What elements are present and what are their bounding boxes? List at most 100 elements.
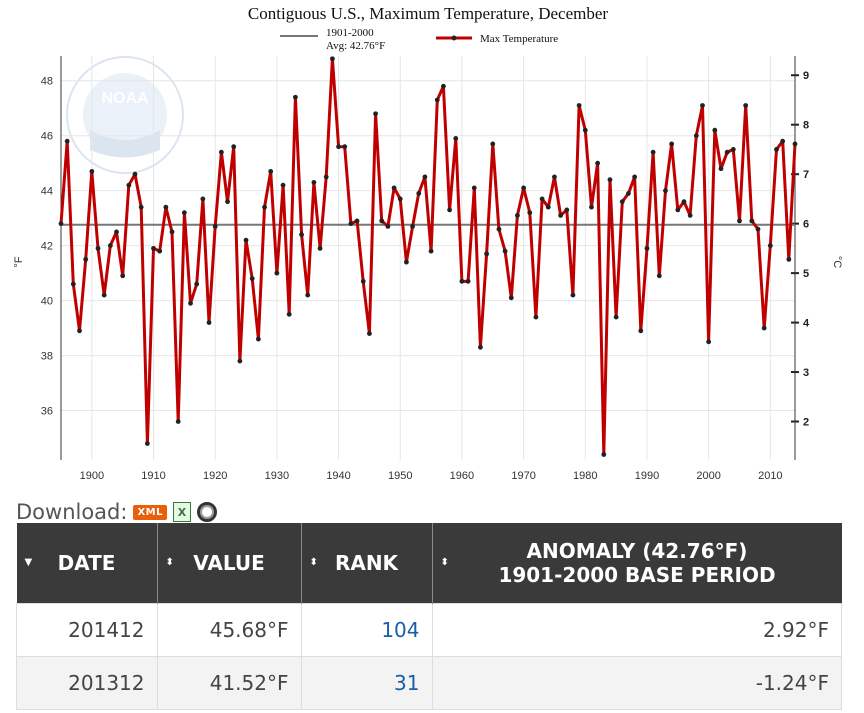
data-point [360, 278, 366, 284]
y-tick-label-right: 8 [803, 120, 809, 132]
data-point [619, 199, 625, 205]
data-point [58, 221, 64, 227]
data-point [582, 127, 588, 133]
cell-date: 201412 [16, 603, 158, 657]
y-tick-label-left: 48 [41, 76, 53, 88]
data-point [527, 210, 533, 216]
data-point [552, 174, 557, 180]
data-point [681, 199, 687, 205]
y-tick-label-left: 36 [41, 406, 53, 418]
data-point [515, 213, 520, 218]
data-point [231, 144, 237, 150]
y-axis-label-left: °F [13, 256, 25, 267]
data-point [225, 199, 230, 205]
sort-icon[interactable]: ⬍ [440, 557, 449, 568]
data-point [465, 278, 471, 284]
data-point [589, 204, 594, 210]
data-point [422, 174, 428, 180]
sort-desc-icon[interactable]: ▼ [24, 557, 33, 568]
data-point [675, 207, 681, 213]
column-header-value[interactable]: ⬍ VALUE [157, 523, 302, 604]
cell-anomaly: -1.24°F [431, 656, 842, 710]
data-point [700, 103, 705, 108]
data-point [206, 320, 212, 325]
data-point [385, 223, 391, 229]
data-point [693, 133, 699, 139]
y-tick-label-left: 44 [41, 186, 53, 198]
column-header-rank[interactable]: ⬍ RANK [301, 523, 433, 604]
column-header-anomaly[interactable]: ⬍ ANOMALY (42.76°F) 1901-2000 BASE PERIOD [432, 523, 842, 604]
x-tick-label: 2010 [758, 470, 782, 482]
x-tick-label: 1950 [388, 470, 412, 482]
data-point [533, 314, 539, 320]
data-point [564, 207, 570, 213]
data-point [163, 204, 169, 210]
data-point [212, 223, 218, 229]
data-point [663, 188, 668, 194]
cell-rank-link[interactable]: 31 [300, 656, 433, 710]
data-point [576, 103, 582, 108]
data-point [687, 213, 693, 218]
legend: 1901-2000 Avg: 42.76°F Max Temperature [280, 27, 558, 52]
data-point [354, 218, 360, 224]
data-point [243, 237, 249, 243]
x-tick-label: 1940 [326, 470, 350, 482]
sort-icon[interactable]: ⬍ [309, 557, 318, 568]
data-point [237, 358, 243, 364]
cell-rank-link[interactable]: 104 [300, 603, 433, 657]
y-tick-label-right: 2 [803, 417, 809, 429]
data-point [416, 191, 422, 196]
x-tick-label: 1980 [573, 470, 597, 482]
xml-download-icon[interactable]: XML [133, 504, 168, 520]
column-header-date[interactable]: ▼ DATE [16, 523, 158, 604]
data-point [367, 331, 372, 336]
x-tick-label: 1970 [511, 470, 535, 482]
x-tick-label: 1960 [450, 470, 474, 482]
data-point [101, 292, 107, 298]
legend-baseline-avg: Avg: 42.76°F [326, 40, 385, 52]
data-point [323, 174, 329, 180]
data-point [447, 207, 452, 213]
excel-download-icon[interactable]: X [173, 502, 192, 522]
chart-download-icon[interactable] [197, 502, 218, 522]
data-point [286, 311, 292, 317]
temperature-chart: NOAA Contiguous U.S., Maximum Temperatur… [13, 4, 843, 482]
data-point [767, 243, 773, 249]
data-points [58, 56, 798, 457]
data-point [70, 281, 76, 287]
data-point [441, 83, 446, 89]
data-point [280, 182, 286, 188]
data-point [138, 204, 144, 210]
data-point [64, 138, 70, 144]
data-point [656, 273, 662, 279]
data-point [761, 325, 767, 331]
data-point [268, 169, 274, 174]
data-point [638, 328, 644, 334]
data-point [194, 281, 200, 287]
data-point [539, 196, 545, 202]
data-point [348, 221, 354, 227]
data-point [570, 292, 576, 298]
data-point [126, 182, 132, 188]
data-point [200, 196, 206, 202]
data-point [502, 248, 508, 254]
data-point [644, 245, 650, 251]
data-point [626, 191, 631, 196]
axes [60, 56, 799, 460]
data-point [391, 185, 397, 191]
data-point [157, 248, 163, 254]
legend-series-label: Max Temperature [480, 33, 558, 45]
tick-labels: 1900 1910 1920 1930 1940 1950 1960 1970 1980 1990… [41, 70, 810, 482]
data-point [373, 111, 378, 117]
download-label: Download: [16, 500, 128, 524]
data-point [749, 218, 755, 224]
sort-icon[interactable]: ⬍ [165, 557, 174, 568]
x-tick-label: 1930 [265, 470, 289, 482]
data-point [774, 147, 779, 152]
y-tick-label-left: 40 [41, 296, 53, 308]
cell-value: 41.52°F [156, 656, 302, 710]
data-point [545, 204, 551, 210]
data-point [274, 270, 280, 276]
chart-title: Contiguous U.S., Maximum Temperature, De… [248, 4, 608, 23]
data-point [730, 147, 736, 152]
